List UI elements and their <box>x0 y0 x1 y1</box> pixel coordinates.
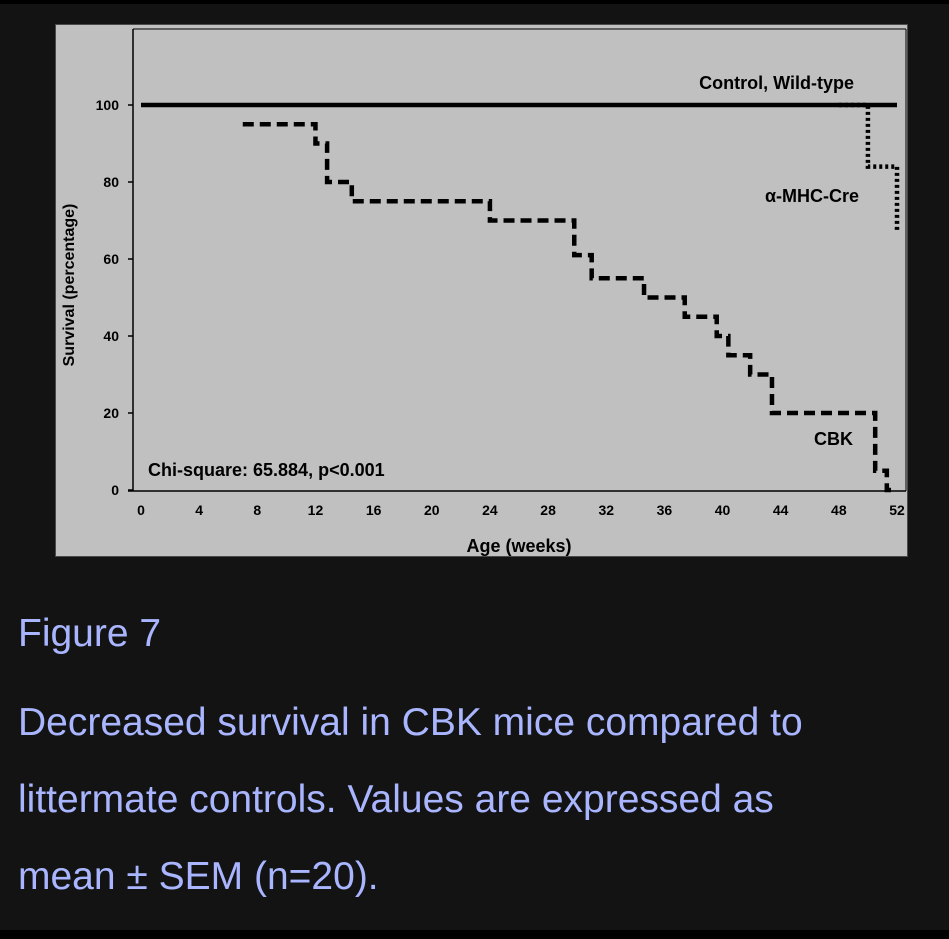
series-label-mhc-cre: α-MHC-Cre <box>765 186 859 206</box>
y-tick-label: 100 <box>96 97 120 113</box>
x-tick-label: 20 <box>424 502 440 518</box>
x-tick-label: 24 <box>482 502 498 518</box>
series-label-control: Control, Wild-type <box>699 73 854 93</box>
caption-line: mean ± SEM (n=20). <box>18 855 379 898</box>
series-line-dashed <box>242 122 897 493</box>
x-axis-title: Age (weeks) <box>466 536 571 556</box>
bottom-edge-band <box>0 930 949 939</box>
x-tick-label: 16 <box>366 502 382 518</box>
top-edge-band <box>0 0 949 4</box>
x-tick-label: 8 <box>253 502 261 518</box>
x-tick-label: 40 <box>715 502 731 518</box>
x-tick-label: 12 <box>308 502 324 518</box>
caption-line: littermate controls. Values are expresse… <box>18 778 774 821</box>
caption-line: Decreased survival in CBK mice compared … <box>18 701 803 744</box>
y-tick-label: 20 <box>103 405 119 421</box>
x-tick-label: 36 <box>657 502 673 518</box>
statistics-annotation: Chi-square: 65.884, p<0.001 <box>148 460 385 480</box>
y-tick-label: 80 <box>103 174 119 190</box>
chart-figure: 0 4 8 12 16 20 24 28 32 36 40 44 48 52 0 20 40 60 80 100 Ag… <box>55 24 908 557</box>
series-layer <box>141 102 900 493</box>
figure-label: Figure 7 <box>18 612 162 655</box>
y-axis-title: Survival (percentage) <box>61 204 78 367</box>
axes-layer <box>128 28 907 492</box>
series-line-dotted <box>838 102 900 233</box>
x-tick-label: 48 <box>831 502 847 518</box>
x-tick-label: 4 <box>195 502 203 518</box>
x-tick-label: 32 <box>598 502 614 518</box>
x-tick-label: 52 <box>889 502 905 518</box>
labels-layer: Age (weeks) Survival (percentage) Chi-sq… <box>61 73 859 556</box>
y-tick-label: 40 <box>103 328 119 344</box>
x-tick-label: 44 <box>773 502 789 518</box>
x-tick-label: 0 <box>137 502 145 518</box>
y-tick-label: 0 <box>111 482 119 498</box>
series-label-cbk: CBK <box>814 429 853 449</box>
y-tick-label: 60 <box>103 251 119 267</box>
figure-caption: Decreased survival in CBK mice compared … <box>18 684 923 915</box>
x-tick-label: 28 <box>540 502 556 518</box>
